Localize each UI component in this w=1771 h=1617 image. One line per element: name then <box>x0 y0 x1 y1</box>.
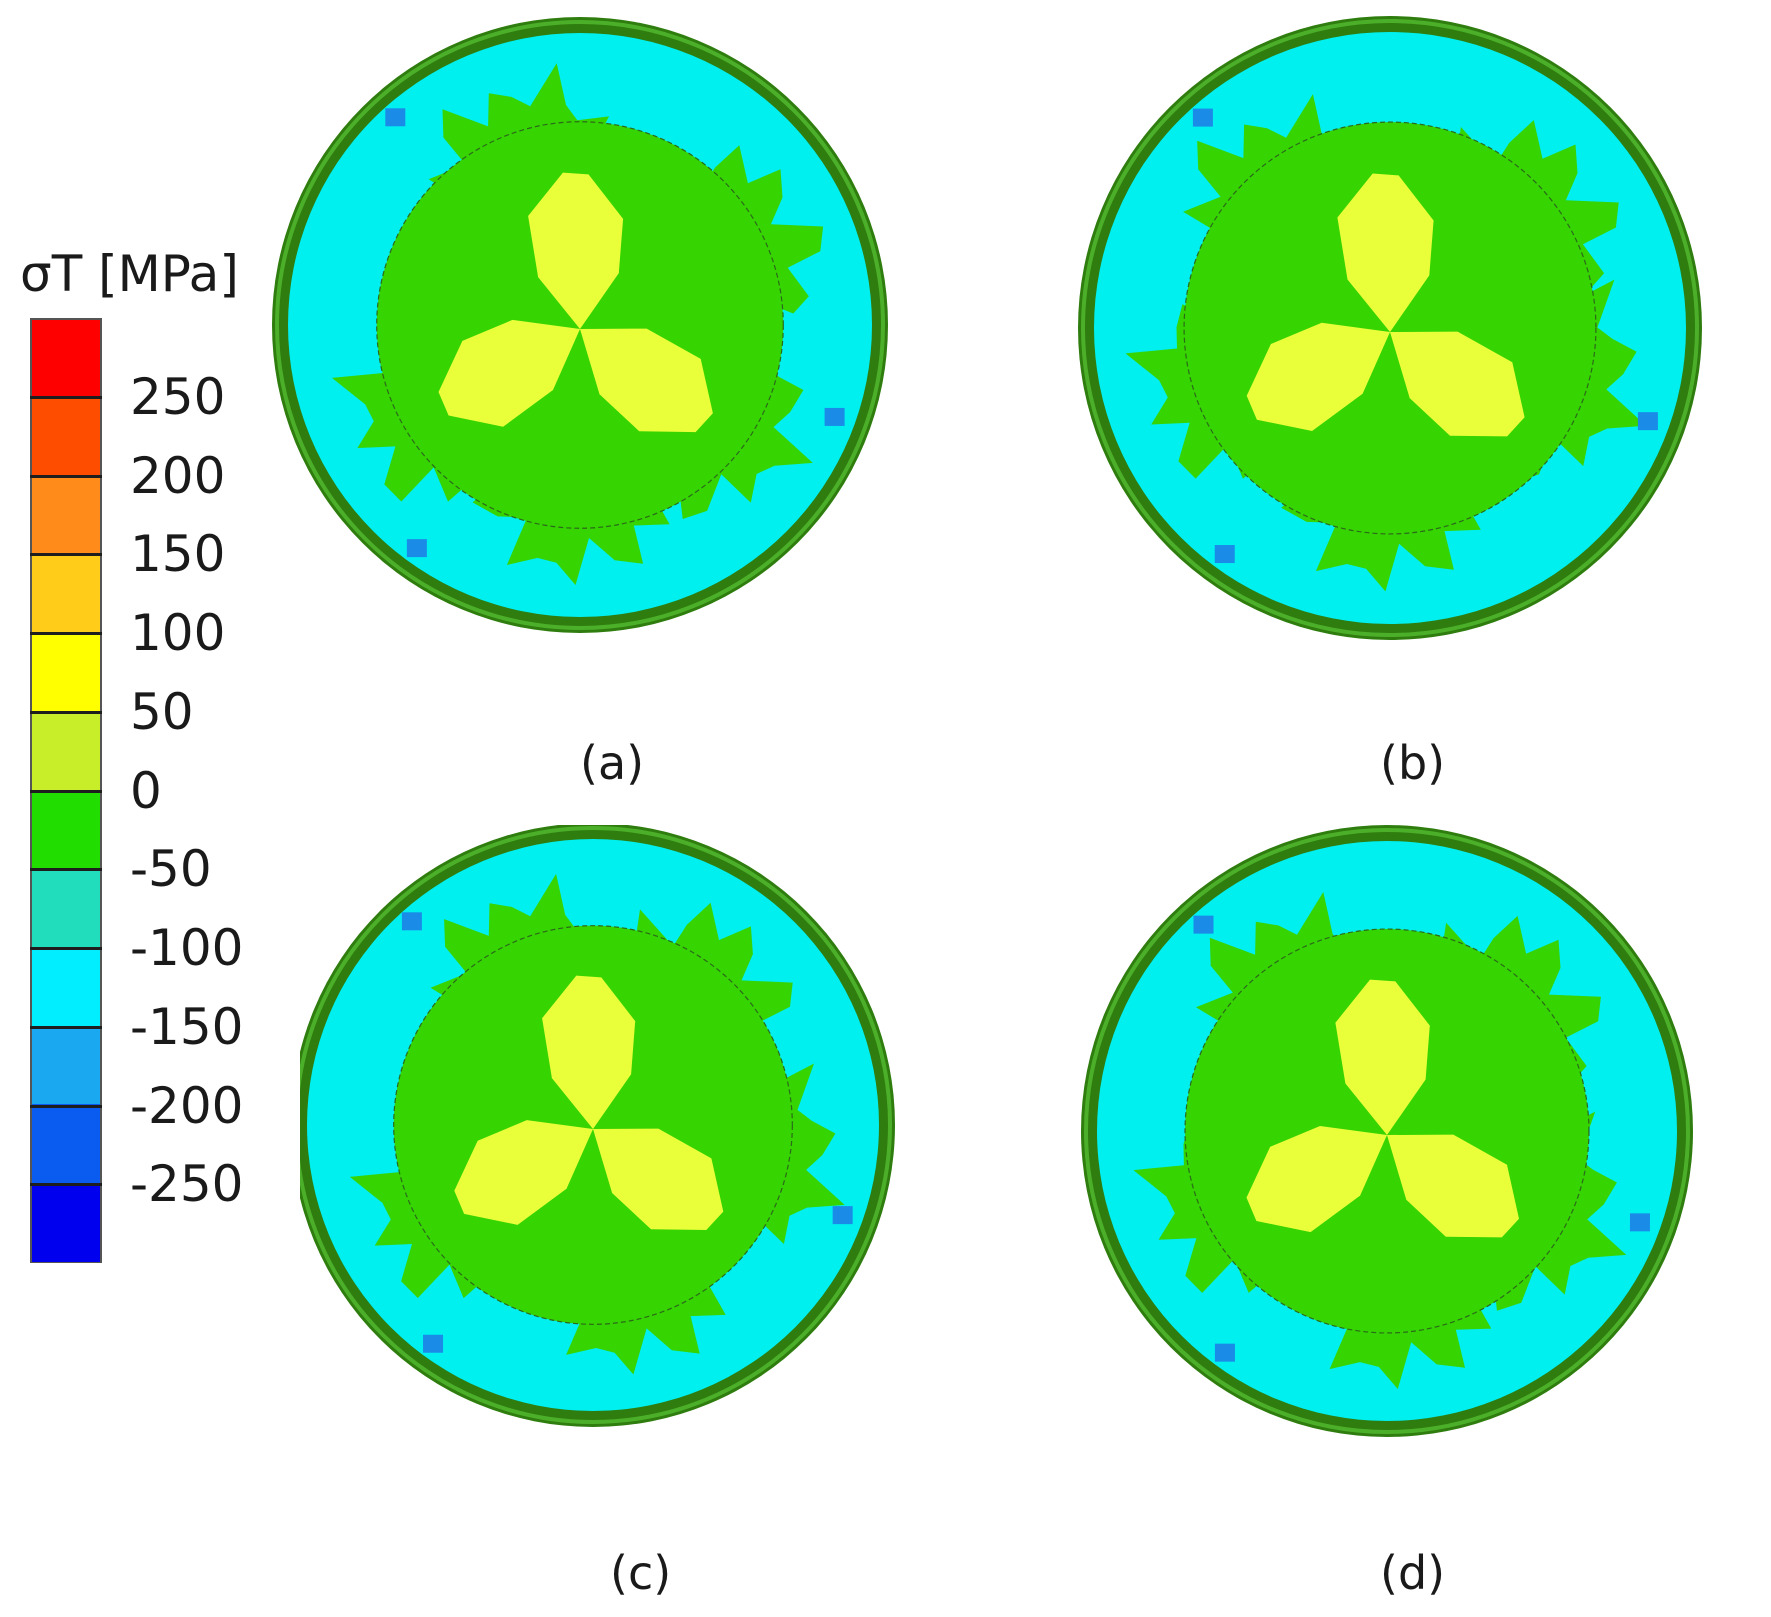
high-compressive-spot <box>1193 915 1214 934</box>
high-compressive-spot <box>1629 1213 1650 1232</box>
colorbar <box>30 318 102 1263</box>
colorbar-tick <box>30 1183 102 1187</box>
tensile-lobe <box>1335 979 1430 1135</box>
tensile-lobe <box>1390 331 1525 437</box>
colorbar-bin <box>32 633 100 714</box>
tensile-lobe <box>1246 1126 1387 1233</box>
high-compressive-spot <box>1214 545 1235 564</box>
panel-c: (c) <box>300 825 1000 1605</box>
colorbar-tick <box>30 395 102 399</box>
high-compressive-spot <box>1214 1343 1235 1362</box>
disc-a <box>272 17 888 633</box>
inner-boundary <box>1183 121 1597 535</box>
stress-legend: σT [MPa] 250 200 150 100 50 0 -50 -100 -150 -200 -… <box>0 0 300 1300</box>
colorbar-tick-label: 200 <box>130 446 226 505</box>
stress-field <box>1097 841 1677 1421</box>
colorbar-tick-label: -250 <box>130 1155 244 1214</box>
outer-ring-highlight <box>300 826 892 1424</box>
colorbar-tick-label: -150 <box>130 997 244 1056</box>
tensile-lobe <box>1337 173 1434 332</box>
colorbar-tick <box>30 553 102 557</box>
colorbar-tick <box>30 1104 102 1108</box>
colorbar-tick <box>30 868 102 872</box>
high-compressive-spot <box>385 108 406 127</box>
colorbar-bin <box>32 1182 100 1262</box>
colorbar-tick-label: 50 <box>130 682 194 741</box>
stress-field <box>288 33 872 617</box>
tensile-lobe <box>593 1128 724 1230</box>
panel-d: (d) <box>1060 825 1750 1605</box>
inner-boundary <box>376 121 784 529</box>
outer-ring-highlight <box>1081 19 1699 637</box>
colorbar-tick <box>30 947 102 950</box>
colorbar-tick <box>30 789 102 793</box>
colorbar-tick-label: -100 <box>130 919 244 977</box>
tensile-lobe <box>528 172 624 329</box>
colorbar-bin <box>32 947 100 1027</box>
colorbar-bin <box>32 868 100 949</box>
high-compressive-spot <box>824 407 845 426</box>
panel-label-c: (c) <box>610 1546 672 1600</box>
outer-ring-highlight <box>275 20 885 630</box>
high-compressive-spot <box>401 912 422 931</box>
tensile-lobe <box>580 328 713 433</box>
high-compressive-spot <box>832 1206 853 1225</box>
colorbar-tick-label: -200 <box>130 1076 244 1135</box>
colorbar-bin <box>32 1104 100 1184</box>
high-compressive-spot <box>423 1334 444 1353</box>
disc-d <box>1081 825 1693 1437</box>
colorbar-bin <box>32 398 100 478</box>
panel-label-b: (b) <box>1380 736 1446 790</box>
tensile-lobe <box>454 1120 593 1225</box>
stress-field <box>1094 32 1686 624</box>
inner-boundary <box>1184 928 1590 1334</box>
colorbar-tick <box>30 1025 102 1029</box>
colorbar-tick-label: -50 <box>130 840 212 899</box>
colorbar-bin <box>32 790 100 870</box>
tensile-lobe <box>542 975 636 1129</box>
colorbar-tick-label: 150 <box>130 525 226 584</box>
colorbar-bin <box>32 320 100 400</box>
outer-ring-highlight <box>1084 828 1690 1434</box>
high-compressive-spot <box>406 539 427 558</box>
disc-c <box>300 825 895 1427</box>
legend-title: σT [MPa] <box>20 245 239 303</box>
high-compressive-spot <box>1192 108 1213 127</box>
colorbar-bin <box>32 1025 100 1106</box>
high-compressive-spot <box>1637 412 1658 431</box>
colorbar-tick-label: 0 <box>130 761 162 820</box>
stress-field <box>307 839 879 1411</box>
tensile-lobe <box>1246 322 1390 431</box>
tensile-lobe <box>1387 1134 1519 1238</box>
panel-label-d: (d) <box>1380 1546 1446 1600</box>
panel-b: (b) <box>1045 15 1745 795</box>
colorbar-tick <box>30 474 102 478</box>
disc-b <box>1078 16 1702 640</box>
panel-label-a: (a) <box>580 736 645 790</box>
colorbar-bin <box>32 555 100 635</box>
tensile-lobe <box>438 319 580 427</box>
colorbar-bin <box>32 712 100 792</box>
panel-a: (a) <box>270 15 910 795</box>
colorbar-tick <box>30 632 102 635</box>
inner-boundary <box>393 925 793 1325</box>
colorbar-tick <box>30 710 102 714</box>
colorbar-tick-label: 250 <box>130 367 226 426</box>
colorbar-tick-label: 100 <box>130 604 226 662</box>
colorbar-bin <box>32 476 100 557</box>
